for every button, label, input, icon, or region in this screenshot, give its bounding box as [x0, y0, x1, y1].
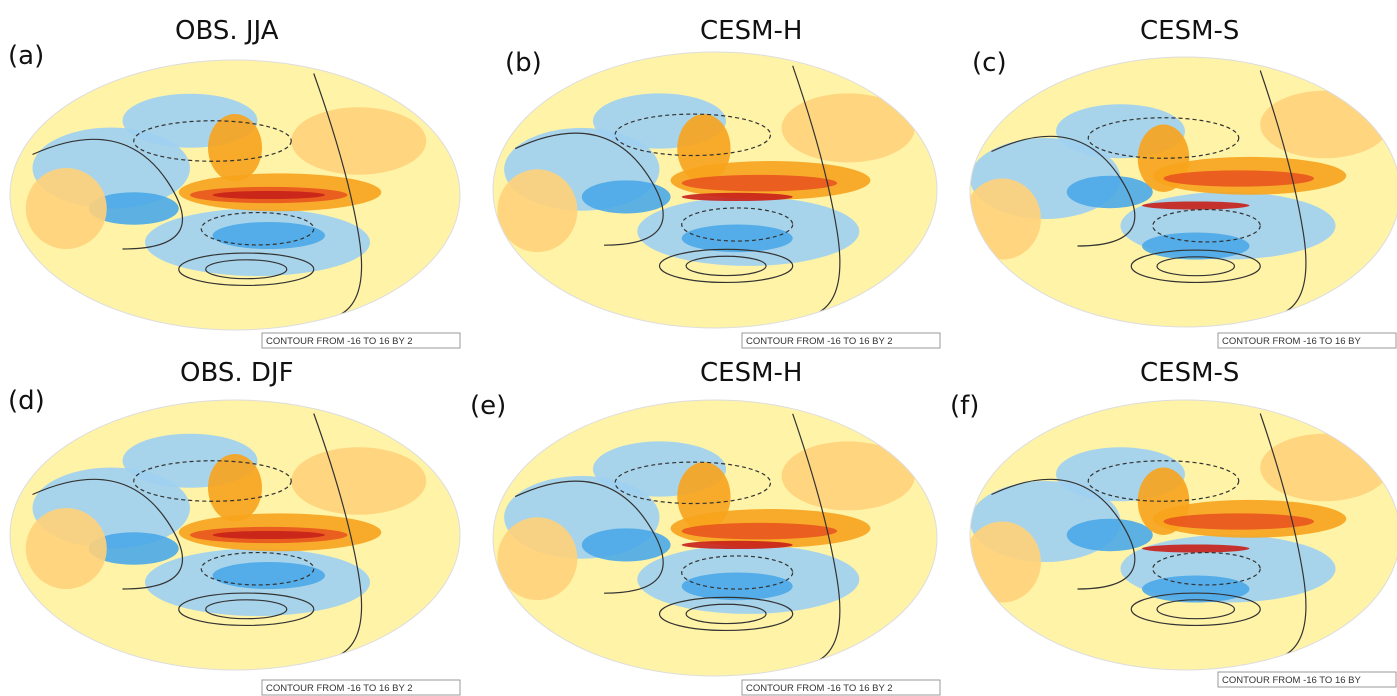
- map: [964, 400, 1397, 670]
- anomaly-region: [1067, 176, 1153, 208]
- contour-note: CONTOUR FROM -16 TO 16 BY 2: [746, 336, 893, 347]
- contour-note: CONTOUR FROM -16 TO 16 BY: [1222, 675, 1361, 686]
- anomaly-region: [497, 169, 577, 252]
- panel-label: (b): [505, 48, 542, 78]
- anomaly-region: [1067, 519, 1153, 551]
- anomaly-region: [677, 462, 730, 531]
- anomaly-region: [291, 447, 426, 515]
- contour-note: CONTOUR FROM -16 TO 16 BY 2: [266, 683, 413, 694]
- map: [10, 400, 460, 670]
- map: [493, 400, 937, 676]
- anomaly-region: [291, 107, 426, 175]
- anomaly-region: [964, 522, 1041, 603]
- anomaly-region: [682, 193, 793, 201]
- anomaly-region: [26, 508, 107, 589]
- anomaly-region: [682, 523, 837, 540]
- panel-title: CESM-S: [1140, 358, 1239, 388]
- anomaly-region: [1142, 576, 1250, 603]
- panel-label: (e): [470, 391, 506, 421]
- anomaly-region: [1260, 91, 1389, 159]
- anomaly-region: [582, 528, 671, 561]
- panel-title: OBS. JJA: [175, 16, 279, 46]
- anomaly-region: [1142, 201, 1250, 209]
- panel-title: CESM-S: [1140, 16, 1239, 46]
- map: [493, 52, 937, 328]
- anomaly-region: [682, 541, 793, 549]
- anomaly-region: [964, 179, 1041, 260]
- anomaly-region: [677, 114, 730, 183]
- panel-title: OBS. DJF: [180, 358, 294, 388]
- contour-note: CONTOUR FROM -16 TO 16 BY 2: [746, 683, 893, 694]
- anomaly-region: [682, 573, 793, 601]
- anomaly-region: [213, 531, 326, 539]
- panel-title: CESM-H: [700, 16, 802, 46]
- contour-note: CONTOUR FROM -16 TO 16 BY 2: [266, 336, 413, 347]
- anomaly-region: [497, 517, 577, 600]
- anomaly-region: [26, 168, 107, 249]
- panel-label: (f): [950, 391, 979, 421]
- map: [964, 57, 1397, 327]
- anomaly-region: [1142, 544, 1250, 552]
- figure: OBS. JJA (a) CONTOUR FROM -16 TO 16 BY 2 CE…: [0, 0, 1397, 696]
- anomaly-region: [782, 93, 915, 162]
- anomaly-region: [682, 175, 837, 192]
- anomaly-region: [213, 191, 326, 199]
- anomaly-region: [782, 441, 915, 510]
- panel-label: (a): [8, 41, 44, 71]
- anomaly-region: [682, 225, 793, 253]
- contour-note: CONTOUR FROM -16 TO 16 BY: [1222, 336, 1361, 347]
- panel-title: CESM-H: [700, 358, 802, 388]
- panel-label: (c): [972, 48, 1007, 78]
- anomaly-region: [1142, 233, 1250, 260]
- anomaly-region: [582, 180, 671, 213]
- anomaly-region: [1260, 434, 1389, 502]
- panel-label: (d): [8, 386, 45, 416]
- map: [10, 60, 460, 330]
